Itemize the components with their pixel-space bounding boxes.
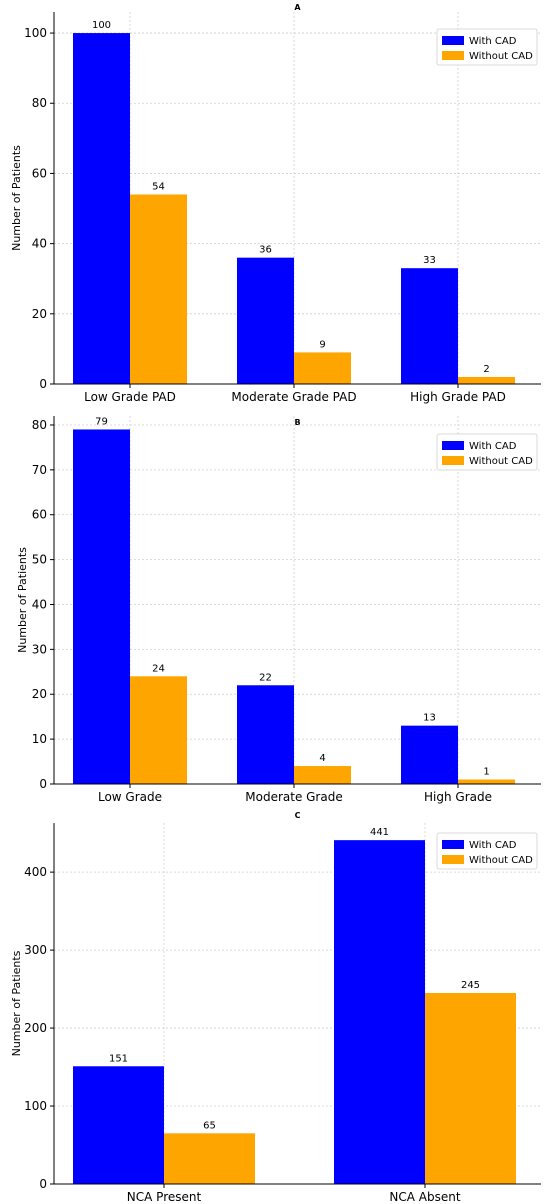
bar: [334, 840, 425, 1184]
y-axis-label: Number of Patients: [16, 547, 29, 653]
x-tick-label: NCA Absent: [389, 1190, 460, 1204]
legend: With CAD Without CAD: [436, 28, 538, 66]
x-tick-label: NCA Present: [127, 1190, 202, 1204]
y-tick-label: 60: [32, 166, 47, 180]
legend-label: With CAD: [469, 840, 517, 851]
y-tick-label: 100: [24, 26, 47, 40]
legend-label: Without CAD: [469, 855, 533, 866]
bar: [237, 685, 294, 784]
legend-swatch: [442, 36, 464, 45]
bar: [294, 352, 351, 384]
y-tick-label: 50: [32, 553, 47, 567]
bar-value-label: 1: [483, 767, 489, 778]
bar-value-label: 441: [370, 827, 389, 838]
legend-swatch: [442, 51, 464, 60]
bar-value-label: 79: [95, 416, 108, 427]
y-tick-label: 60: [32, 508, 47, 522]
bar: [401, 268, 458, 384]
bar: [130, 194, 187, 384]
legend: With CAD Without CAD: [436, 832, 538, 870]
legend-label: With CAD: [469, 441, 517, 452]
bar: [73, 429, 130, 784]
y-tick-label: 40: [32, 237, 47, 251]
y-tick-label: 10: [32, 732, 47, 746]
y-axis-label: Number of Patients: [10, 145, 23, 251]
legend-swatch: [442, 840, 464, 849]
chart-title: B: [294, 418, 300, 427]
y-tick-label: 0: [39, 777, 47, 791]
bar: [73, 33, 130, 384]
bar: [294, 766, 351, 784]
y-tick-label: 20: [32, 307, 47, 321]
bar-value-label: 100: [92, 20, 111, 31]
legend-label: Without CAD: [469, 51, 533, 62]
y-tick-label: 200: [24, 1021, 47, 1035]
legend-label: With CAD: [469, 36, 517, 47]
x-tick-label: High Grade: [424, 790, 492, 804]
bar-value-label: 65: [203, 1120, 216, 1131]
bar-value-label: 9: [319, 339, 325, 350]
y-tick-label: 80: [32, 96, 47, 110]
legend: With CAD Without CAD: [436, 433, 538, 471]
y-tick-label: 20: [32, 687, 47, 701]
x-tick-label: High Grade PAD: [410, 390, 506, 404]
chart-title: C: [295, 811, 301, 820]
bar-value-label: 2: [483, 364, 489, 375]
y-axis-label: Number of Patients: [10, 950, 23, 1056]
bar: [237, 257, 294, 384]
legend-swatch: [442, 855, 464, 864]
bar: [401, 725, 458, 784]
bar: [130, 676, 187, 784]
legend-label: Without CAD: [469, 456, 533, 467]
bar-value-label: 24: [152, 663, 165, 674]
bar-value-label: 245: [461, 980, 480, 991]
y-tick-label: 0: [39, 377, 47, 391]
bar-value-label: 54: [152, 181, 165, 192]
x-tick-label: Low Grade PAD: [84, 390, 176, 404]
y-tick-label: 400: [24, 865, 47, 879]
y-tick-label: 0: [39, 1177, 47, 1191]
bar: [73, 1066, 164, 1184]
bar-value-label: 36: [259, 245, 272, 256]
bar-value-label: 13: [423, 713, 436, 724]
y-tick-label: 100: [24, 1099, 47, 1113]
bar: [458, 376, 515, 384]
legend-swatch: [442, 441, 464, 450]
y-tick-label: 40: [32, 597, 47, 611]
y-tick-label: 300: [24, 943, 47, 957]
bar-value-label: 4: [319, 753, 325, 764]
bar: [164, 1133, 255, 1184]
bar: [425, 992, 516, 1184]
x-tick-label: Low Grade: [98, 790, 162, 804]
chart-title: A: [294, 3, 301, 12]
y-tick-label: 70: [32, 463, 47, 477]
chart-panel-c: C 151 441 65 245 0 100 200 300 400 NCA Present NCA …: [10, 811, 541, 1204]
legend-swatch: [442, 456, 464, 465]
y-tick-label: 30: [32, 642, 47, 656]
x-tick-label: Moderate Grade PAD: [231, 390, 356, 404]
y-tick-label: 80: [32, 418, 47, 432]
bar-value-label: 151: [109, 1053, 128, 1064]
x-tick-label: Moderate Grade: [245, 790, 342, 804]
bar-value-label: 22: [259, 672, 272, 683]
bar-value-label: 33: [423, 255, 436, 266]
bar: [458, 779, 515, 784]
